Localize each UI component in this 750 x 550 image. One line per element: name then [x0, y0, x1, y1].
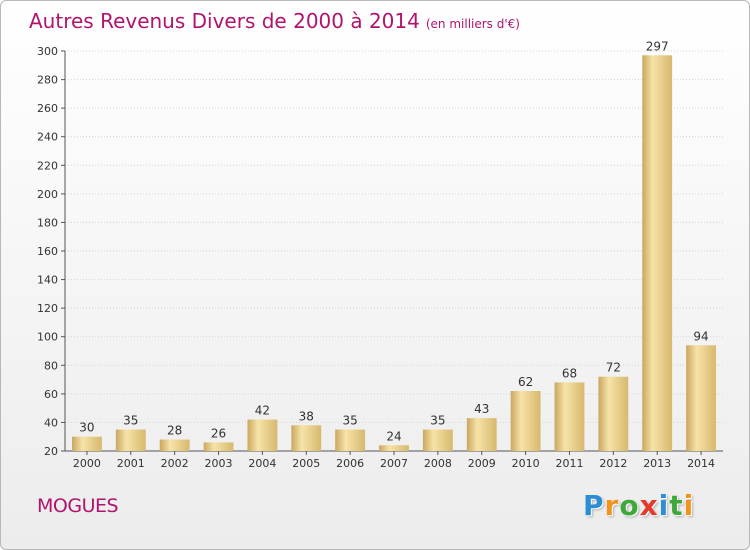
bar-2002: [159, 439, 190, 451]
value-label: 26: [211, 426, 226, 440]
bar-2007: [379, 445, 409, 451]
value-label: 30: [79, 421, 94, 435]
value-label: 68: [562, 366, 577, 380]
labels: 20 40 60 80 100 120 140 160 180 200 220 240 260 280 30…: [37, 39, 715, 470]
value-label: 43: [474, 402, 489, 416]
y-tick-label: 100: [37, 331, 58, 344]
y-tick-label: 180: [37, 216, 58, 229]
x-tick-label: 2011: [555, 457, 583, 470]
value-label: 94: [693, 329, 708, 343]
y-tick-label: 60: [44, 388, 58, 401]
x-tick-label: 2006: [336, 457, 364, 470]
chart-title-text: Autres Revenus Divers de 2000 à 2014: [29, 9, 420, 33]
logo-letter: r: [604, 489, 620, 522]
value-label: 35: [430, 414, 445, 428]
bar-2012: [598, 376, 629, 451]
y-tick-label: 20: [44, 445, 58, 458]
bar-2004: [247, 419, 278, 451]
bar-2009: [466, 418, 497, 451]
x-tick-label: 2013: [643, 457, 671, 470]
x-tick-label: 2008: [424, 457, 452, 470]
y-tick-label: 40: [44, 416, 58, 429]
y-tick-label: 160: [37, 245, 58, 258]
logo-letter: i: [658, 489, 670, 522]
y-tick-label: 140: [37, 274, 58, 287]
x-tick-label: 2012: [599, 457, 627, 470]
x-tick-label: 2009: [468, 457, 496, 470]
x-tick-label: 2005: [292, 457, 320, 470]
bar-2001: [115, 429, 146, 451]
logo-letter: i: [683, 489, 695, 522]
bar-2010: [510, 391, 541, 451]
x-tick-label: 2010: [512, 457, 540, 470]
bar-2011: [554, 382, 585, 451]
y-tick-label: 280: [37, 74, 58, 87]
value-label: 72: [606, 361, 621, 375]
chart-subtitle: (en milliers d'€): [425, 17, 520, 31]
x-tick-label: 2014: [687, 457, 715, 470]
logo-letter: o: [619, 489, 640, 522]
bar-2006: [335, 429, 366, 451]
value-label: 35: [342, 414, 357, 428]
value-label: 38: [299, 409, 314, 423]
y-tick-label: 240: [37, 131, 58, 144]
value-label: 35: [123, 414, 138, 428]
commune-name: MOGUES: [37, 495, 119, 517]
logo-letter: P: [583, 489, 605, 522]
value-label: 28: [167, 424, 182, 438]
bars: [72, 55, 716, 452]
y-tick-label: 200: [37, 188, 58, 201]
y-tick-label: 220: [37, 159, 58, 172]
value-label: 24: [386, 429, 401, 443]
y-tick-label: 80: [44, 359, 58, 372]
value-label: 297: [646, 39, 669, 53]
x-tick-label: 2004: [248, 457, 276, 470]
x-tick-label: 2001: [117, 457, 145, 470]
bar-2008: [422, 429, 453, 451]
y-tick-label: 120: [37, 302, 58, 315]
bar-2003: [203, 442, 234, 451]
chart-title: Autres Revenus Divers de 2000 à 2014 (en …: [29, 9, 520, 33]
x-tick-label: 2003: [205, 457, 233, 470]
logo-letter: x: [639, 489, 659, 522]
value-label: 62: [518, 375, 533, 389]
y-tick-label: 260: [37, 102, 58, 115]
x-tick-label: 2007: [380, 457, 408, 470]
x-tick-label: 2000: [73, 457, 101, 470]
logo-letter: t: [669, 489, 684, 522]
y-tick-label: 300: [37, 45, 58, 58]
bar-2014: [686, 345, 716, 451]
bar-2005: [291, 425, 322, 451]
value-label: 42: [255, 404, 270, 418]
proxiti-logo: Proxiti: [583, 489, 694, 522]
bar-2000: [72, 436, 102, 451]
x-tick-label: 2002: [161, 457, 189, 470]
bar-2013: [642, 55, 673, 452]
